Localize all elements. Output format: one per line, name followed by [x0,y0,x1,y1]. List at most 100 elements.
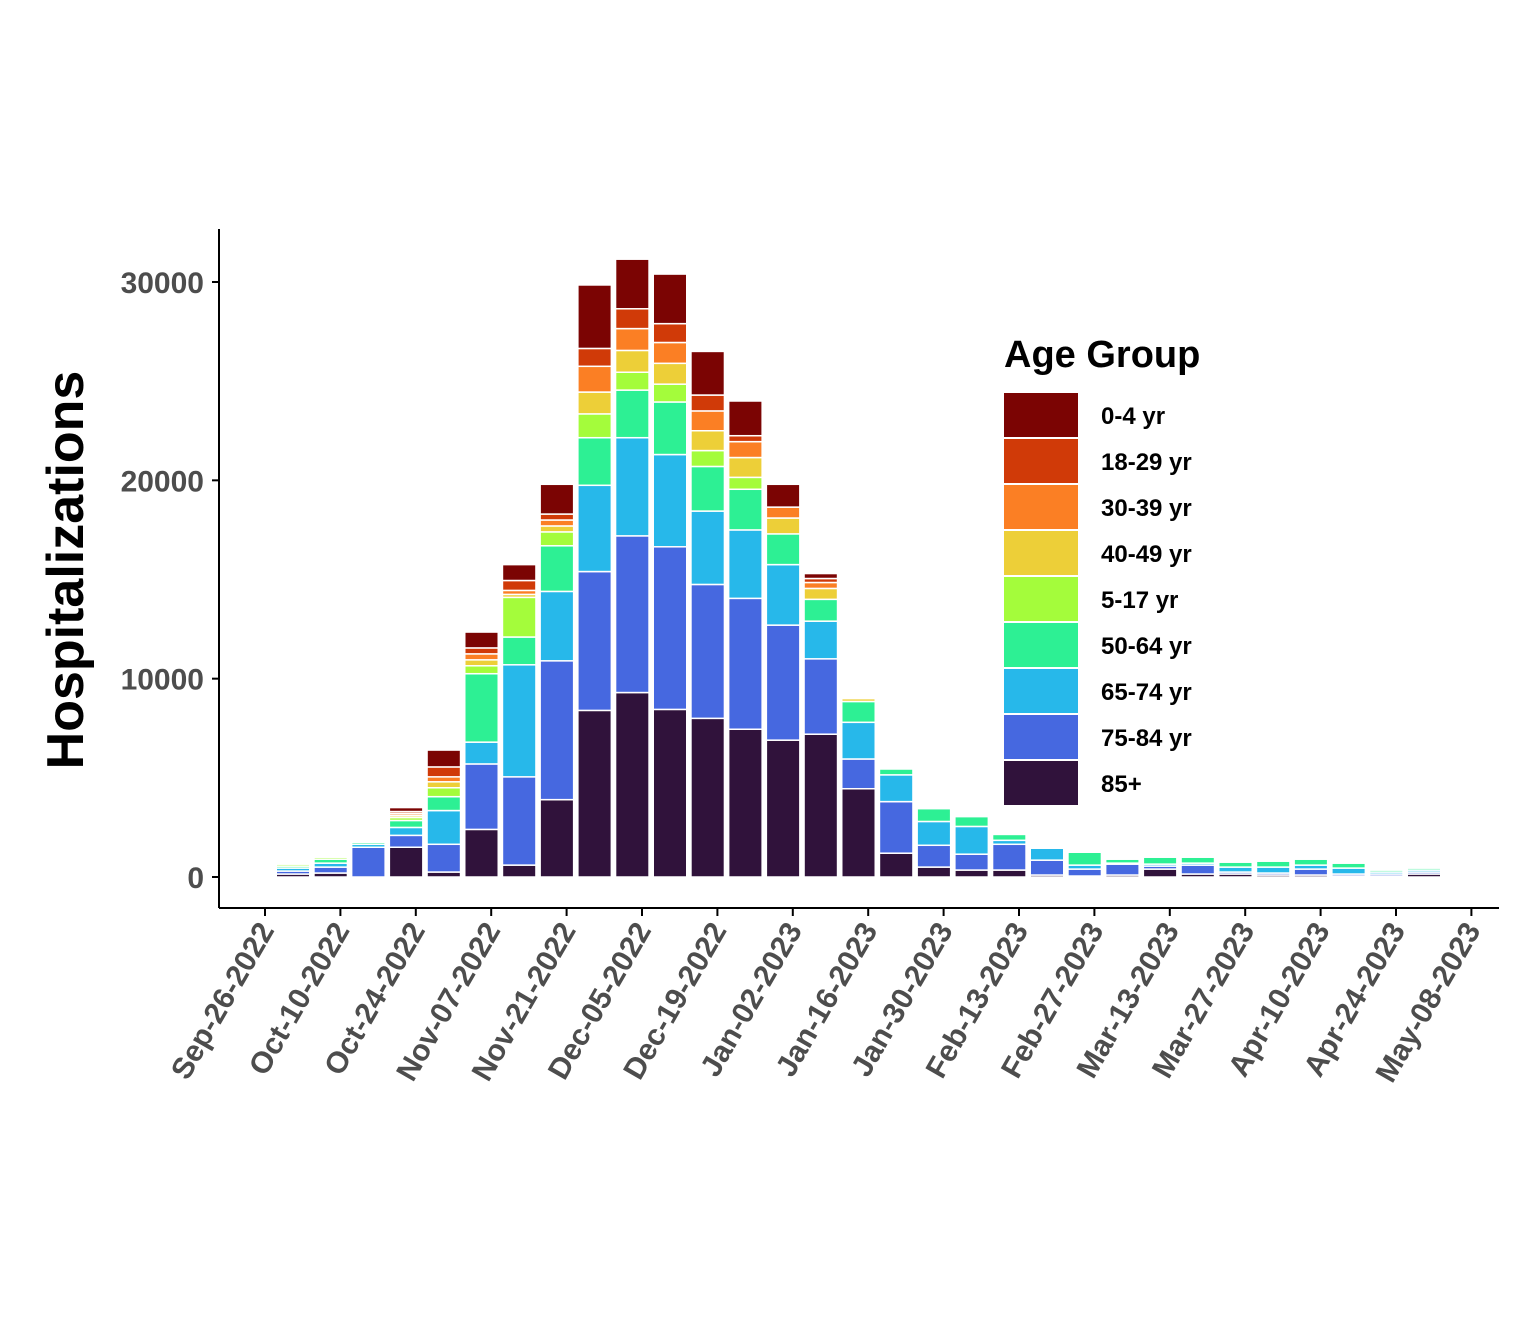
legend-key [1004,623,1078,667]
bar-segment [614,349,650,373]
bar-segment [765,563,801,626]
bar-segment [614,371,650,391]
bar-segment [652,322,688,344]
bar-segment [690,350,726,396]
legend-label: 65-74 yr [1101,679,1192,706]
bar-segment [464,828,499,878]
bar-segment [954,815,990,828]
y-axis-title: Hospitalizations [37,371,95,770]
legend-label: 75-84 yr [1101,725,1192,752]
bar-segment [426,795,462,812]
bar-segment [539,590,575,662]
bar-segment [464,672,499,743]
bar-segment [727,728,763,878]
bar-segment [577,709,613,878]
bar-segment [1142,853,1178,856]
bar-segment [464,653,499,661]
bar-segment [577,284,613,350]
legend-label: 85+ [1101,771,1142,798]
bar-segment [1067,850,1103,853]
bar-segment [878,852,914,878]
bar-segment [501,864,537,878]
bar-segment [577,436,613,487]
bar-segment [690,449,726,468]
bar-segment [313,866,349,874]
bar-segment [727,440,763,459]
bar-segment [614,308,650,330]
bar-segment [1293,856,1329,859]
bar-segment [765,506,801,519]
bar-segment [765,624,801,741]
bar-segment [803,598,839,622]
bar-segment [1293,858,1329,866]
y-tick-label: 30000 [121,267,204,300]
bar-segment [1180,856,1216,864]
bar-segment [765,517,801,535]
bar-segment [350,846,386,878]
bar-segment [878,774,914,803]
bar-segment [690,465,726,512]
bar-segment [690,583,726,720]
bars [275,258,1442,878]
legend-key [1004,715,1078,759]
bar-segment [916,866,952,878]
bar-segment [1293,868,1329,876]
bar-segment [1180,864,1216,875]
bar-segment [878,765,914,768]
bar-segment [803,620,839,660]
bar-segment [1029,846,1065,849]
bar-segment [954,853,990,871]
bar-segment [1104,863,1140,876]
bar-segment [954,814,990,818]
bar-segment [727,400,763,437]
bar-segment [426,766,462,778]
bar-segment [577,347,613,368]
bar-segment [501,776,537,866]
bar-segment [1331,859,1367,862]
bar-segment [1368,868,1404,871]
bar-segment [464,741,499,765]
bar-segment [803,658,839,735]
bar-segment [803,581,839,590]
bar-segment [991,843,1027,871]
bar-segment [426,781,462,789]
bar-segment [501,664,537,778]
bar-segment [803,572,839,580]
y-ticks: 0 10000 20000 30000 [121,267,219,895]
bar-segment [1255,860,1291,868]
legend-key [1004,531,1078,575]
bar-segment [916,844,952,868]
bar-segment [841,700,876,724]
bar-segment [690,510,726,586]
bar-segment [916,807,952,823]
bar-segment [539,545,575,593]
bar-segment [313,852,349,855]
legend-label: 5-17 yr [1101,587,1178,614]
bar-segment [388,806,424,813]
bar-segment [916,805,952,809]
bar-segment [501,596,537,638]
legend-title: Age Group [1004,334,1200,376]
bar-segment [388,834,424,848]
bar-segment [991,830,1027,834]
legend-label: 40-49 yr [1101,541,1192,568]
y-tick-label: 0 [187,862,204,895]
bar-segment [652,401,688,456]
bar-segment [426,787,462,798]
legend-key [1004,393,1078,437]
legend-label: 18-29 yr [1101,449,1192,476]
bar-segment [652,362,688,385]
bar-segment [1142,868,1178,878]
bar-segment [841,721,876,760]
bar-segment [803,587,839,601]
bar-segment [1406,865,1442,868]
bar-segment [1029,859,1065,876]
bar-segment [765,533,801,566]
bar-segment [1180,852,1216,855]
bar-segment [464,659,499,667]
bar-segment [1331,867,1367,875]
y-tick-label: 10000 [121,664,204,697]
bar-segment [1255,866,1291,874]
bar-segment [464,647,499,655]
